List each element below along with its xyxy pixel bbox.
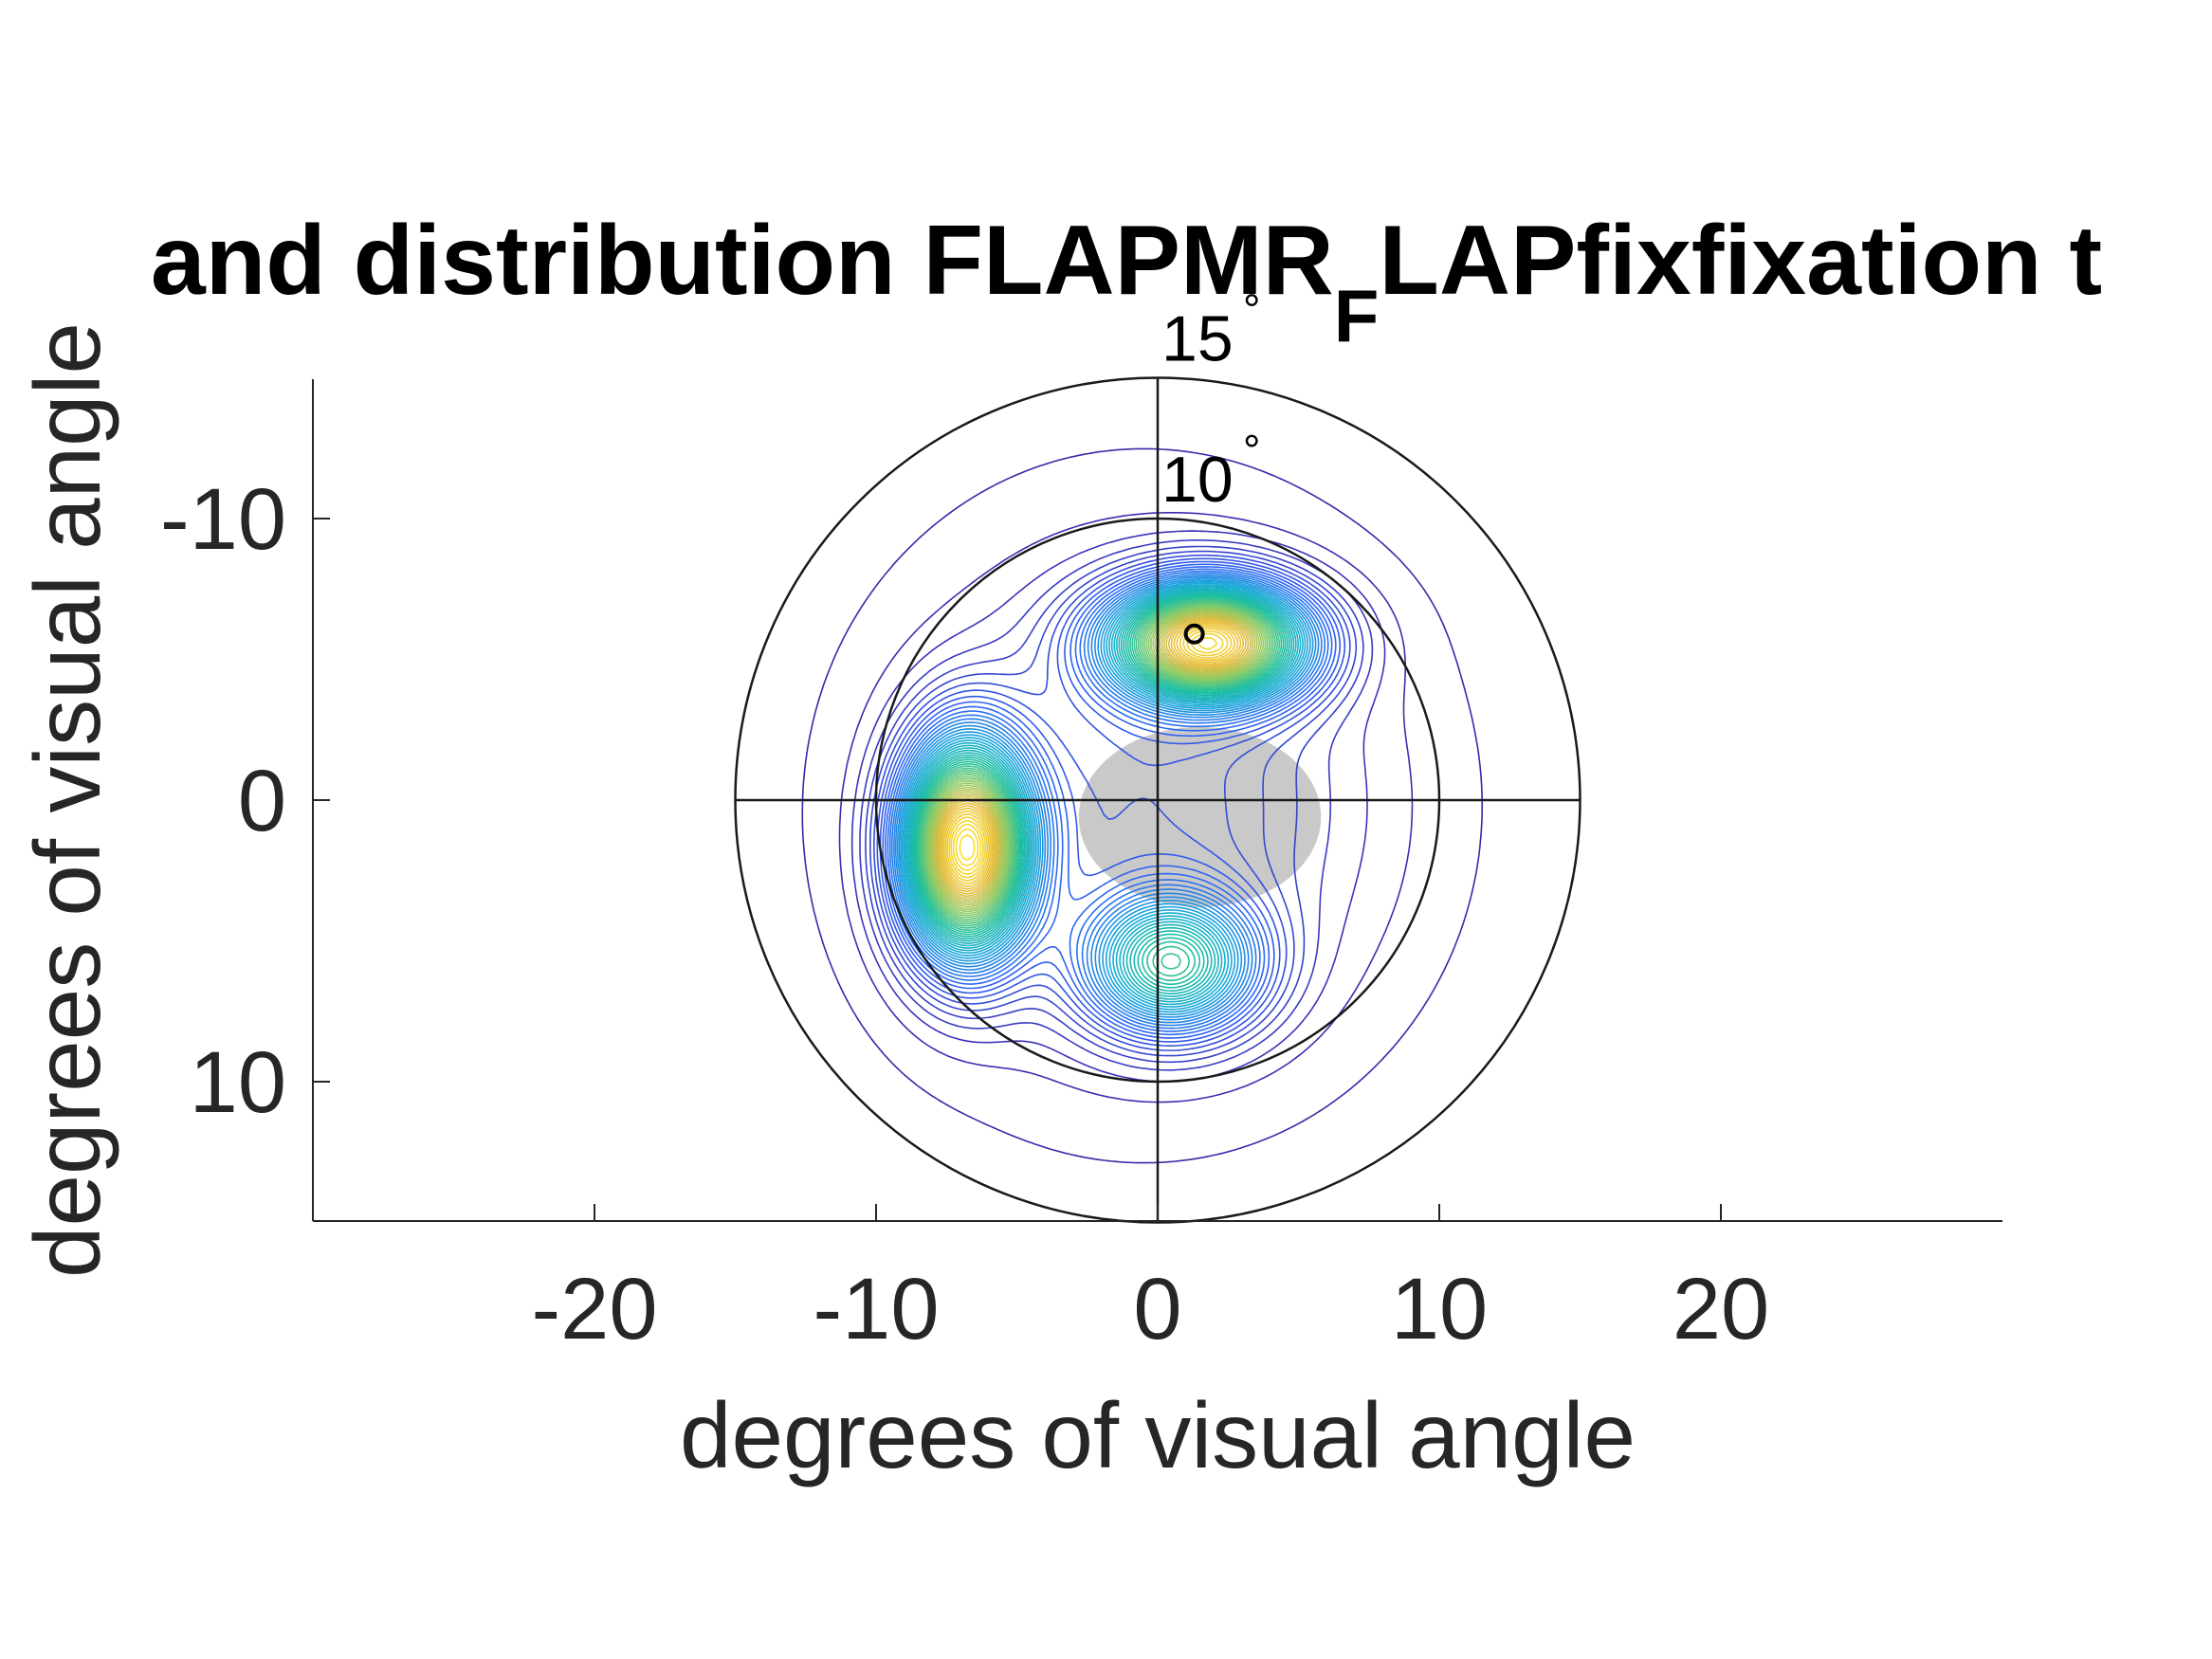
contour-level-5 [869, 550, 1358, 1057]
contour-level-6 [873, 554, 1351, 1051]
contour-level-24 [908, 590, 1295, 997]
contour-level-51 [944, 626, 1236, 884]
y-tick-label: 0 [238, 753, 286, 849]
contour-level-35 [923, 603, 1272, 921]
polar-ring-label-10: 10 [1161, 444, 1234, 516]
contour-level-19 [901, 582, 1307, 1011]
contour-level-28 [914, 594, 1287, 986]
chart-title: and distribution FLAPMRFLAPfixfixation t [151, 206, 2102, 357]
contour-level-46 [937, 617, 1250, 898]
contour-level-12 [888, 570, 1326, 1030]
contour-level-15 [894, 575, 1317, 1021]
contour-level-37 [925, 606, 1269, 917]
contour-level-2 [850, 530, 1386, 1083]
density-contours [801, 447, 1483, 1164]
chart-text: -20 -10 0 10 20 -10 0 10 degrees of visual angle… [15, 206, 2102, 1487]
contour-level-13 [891, 572, 1323, 1027]
contour-level-32 [919, 599, 1278, 927]
contour-level-47 [938, 618, 1247, 895]
contour-level-14 [893, 574, 1320, 1024]
contour-level-56 [955, 828, 979, 867]
scotoma-ellipse [1078, 726, 1322, 907]
contour-level-29 [915, 595, 1285, 982]
fixation-marker [1183, 623, 1205, 645]
x-tick-label: 10 [1391, 1261, 1488, 1358]
contour-level-7 [876, 557, 1345, 1047]
title-subscript: F [1334, 274, 1380, 357]
scotoma-region [1078, 726, 1322, 907]
contour-level-53 [948, 629, 1229, 879]
contour-level-10 [885, 566, 1333, 1036]
contour-level-22 [905, 587, 1299, 1003]
contour-level-18 [900, 580, 1309, 1013]
contour-level-27 [912, 593, 1289, 989]
contour-level-26 [911, 592, 1290, 992]
contour-level-23 [907, 588, 1297, 1000]
x-tick-label: 0 [1133, 1261, 1181, 1358]
contour-level-4 [865, 545, 1364, 1064]
polar-grid: 10 °15 ° [734, 285, 1581, 1224]
contour-level-31 [918, 598, 1281, 970]
x-tick-label: -10 [814, 1261, 940, 1358]
contour-level-34 [922, 602, 1274, 923]
x-axis-label: degrees of visual angle [680, 1383, 1636, 1487]
contour-level-9 [882, 563, 1337, 1039]
y-tick-label: 10 [190, 1034, 286, 1131]
contour-level-40 [929, 610, 1263, 910]
x-tick-label: 20 [1673, 1261, 1769, 1358]
y-tick-label: -10 [160, 471, 286, 568]
axes [312, 379, 2002, 1222]
contour-level-30 [916, 597, 1283, 977]
contour-level-16 [896, 577, 1314, 1018]
polar-ring-label-15: 15 [1161, 303, 1234, 375]
contour-level-0 [801, 447, 1483, 1164]
contour-level-20 [903, 584, 1304, 1008]
title-main: and distribution FLAPMR [151, 206, 1334, 316]
contour-level-36 [923, 604, 1271, 919]
contour-level-38 [926, 607, 1267, 915]
contour-level-11 [887, 568, 1329, 1032]
contour-level-1 [838, 512, 1414, 1103]
polar-ring-label-unit: ° [1243, 426, 1260, 475]
contour-level-17 [898, 579, 1311, 1015]
contour-level-39 [927, 608, 1265, 913]
contour-level-25 [910, 591, 1293, 994]
contour-level-48 [940, 620, 1245, 893]
y-axis-label: degrees of visual angle [15, 322, 119, 1278]
x-tick-label: -20 [532, 1261, 658, 1358]
contour-level-41 [930, 611, 1260, 908]
contour-level-8 [879, 560, 1342, 1043]
title-rest: LAPfixfixation t [1379, 206, 2102, 316]
contour-level-57 [959, 833, 976, 861]
contour-level-3 [859, 539, 1374, 1071]
contour-level-44 [934, 614, 1254, 902]
polar-ring-label-unit: ° [1243, 285, 1260, 335]
contour-level-21 [905, 585, 1302, 1006]
contour-level-45 [935, 615, 1252, 900]
